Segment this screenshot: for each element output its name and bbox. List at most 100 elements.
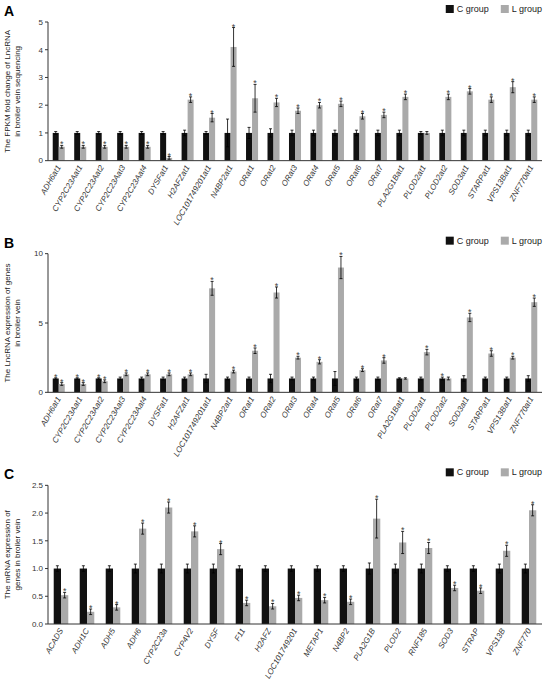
annotation: * <box>210 275 214 285</box>
error-bar <box>108 566 111 572</box>
bar <box>295 358 301 393</box>
bar <box>338 268 344 393</box>
bar <box>510 87 516 160</box>
x-tick-label: CYP2C23Aat4 <box>115 395 149 445</box>
x-tick-label: CYP4V2 <box>172 626 195 658</box>
error-bar <box>183 377 186 380</box>
annotation: * <box>533 91 537 101</box>
bar <box>145 374 151 392</box>
error-bar <box>82 566 85 572</box>
error-bar <box>376 377 379 380</box>
annotation: * <box>339 95 343 105</box>
error-bar <box>404 378 407 379</box>
bar <box>418 378 424 392</box>
annotation: * <box>219 538 223 548</box>
annotation: * <box>531 499 535 509</box>
y-tick-label: 5 <box>39 18 44 27</box>
legend-label: C group <box>457 236 489 246</box>
bar <box>381 360 387 392</box>
x-tick-label: LOC101749201at1 <box>172 164 214 227</box>
error-bar <box>342 566 345 572</box>
annotation: * <box>339 250 343 260</box>
bar <box>182 378 188 392</box>
bar <box>217 549 224 624</box>
bar <box>424 133 430 161</box>
y-tick-label: 2 <box>39 101 44 110</box>
x-tick-label: ACADS <box>43 626 65 656</box>
bar <box>366 569 373 624</box>
error-bar <box>355 130 358 136</box>
error-bar <box>254 84 257 112</box>
bar <box>246 378 252 392</box>
bar <box>504 378 510 392</box>
bar <box>295 111 301 161</box>
y-axis-label-line: in broiler vein sequencing <box>13 46 22 137</box>
panel-title: B <box>4 235 14 251</box>
legend: C groupL group <box>446 4 542 14</box>
annotation: * <box>97 372 101 382</box>
annotation: * <box>232 22 236 32</box>
x-tick-label: ORat6 <box>344 395 364 420</box>
bar <box>262 569 269 624</box>
annotation: * <box>146 139 150 149</box>
x-tick-label: METAP1 <box>302 627 326 659</box>
bar <box>482 378 488 392</box>
error-bar <box>524 564 527 573</box>
x-tick-label: ADH5 <box>98 626 117 650</box>
error-bar <box>505 130 508 136</box>
error-bar <box>162 377 165 380</box>
y-axis <box>48 485 49 624</box>
bar <box>375 378 381 392</box>
error-bar <box>226 119 229 147</box>
bar <box>522 569 529 624</box>
annotation: * <box>447 88 451 98</box>
bar <box>139 133 145 161</box>
bar <box>488 100 494 161</box>
y-tick-label: 0 <box>39 388 44 397</box>
annotation: * <box>318 96 322 106</box>
annotation: * <box>103 374 107 384</box>
x-tick-label: SOD3 <box>436 626 455 650</box>
bar <box>316 362 322 393</box>
x-tick-label: ADH1C <box>69 627 91 656</box>
error-bar <box>290 130 293 136</box>
x-tick-label: F11 <box>233 627 247 643</box>
bar <box>381 115 387 161</box>
y-axis-label-line: in broiler vein <box>13 299 22 347</box>
bar <box>96 133 102 161</box>
bar <box>359 370 365 392</box>
annotation: * <box>81 139 85 149</box>
annotation: * <box>60 377 64 387</box>
bar <box>165 508 172 624</box>
bar <box>444 569 451 624</box>
error-bar <box>290 377 293 380</box>
x-tick-label: PLA2G1Bat1 <box>375 395 406 440</box>
bar <box>310 133 316 161</box>
bar <box>288 569 295 624</box>
x-tick-label: ORat3 <box>280 163 300 188</box>
bar <box>375 133 381 161</box>
bar <box>74 133 80 161</box>
annotation: * <box>296 350 300 360</box>
error-bar <box>355 377 358 380</box>
error-bar <box>119 377 122 380</box>
x-tick-label: DYSFat1 <box>146 395 170 428</box>
error-bar <box>160 564 163 573</box>
error-bar <box>398 130 401 136</box>
x-tick-label: CYP2C23Aat4 <box>115 163 149 213</box>
x-tick-label: ORat3 <box>280 395 300 420</box>
bar <box>467 317 473 392</box>
panel-title: C <box>4 466 14 482</box>
y-tick-label: 1.5 <box>32 537 44 546</box>
annotation: * <box>60 139 64 149</box>
bar <box>166 374 172 392</box>
error-bar <box>54 132 57 135</box>
annotation: * <box>404 88 408 98</box>
bar <box>209 288 215 392</box>
bar <box>139 529 146 624</box>
bar <box>359 116 365 160</box>
bar <box>332 133 338 161</box>
error-bar <box>186 564 189 573</box>
bar <box>531 302 537 392</box>
bar <box>295 598 302 624</box>
